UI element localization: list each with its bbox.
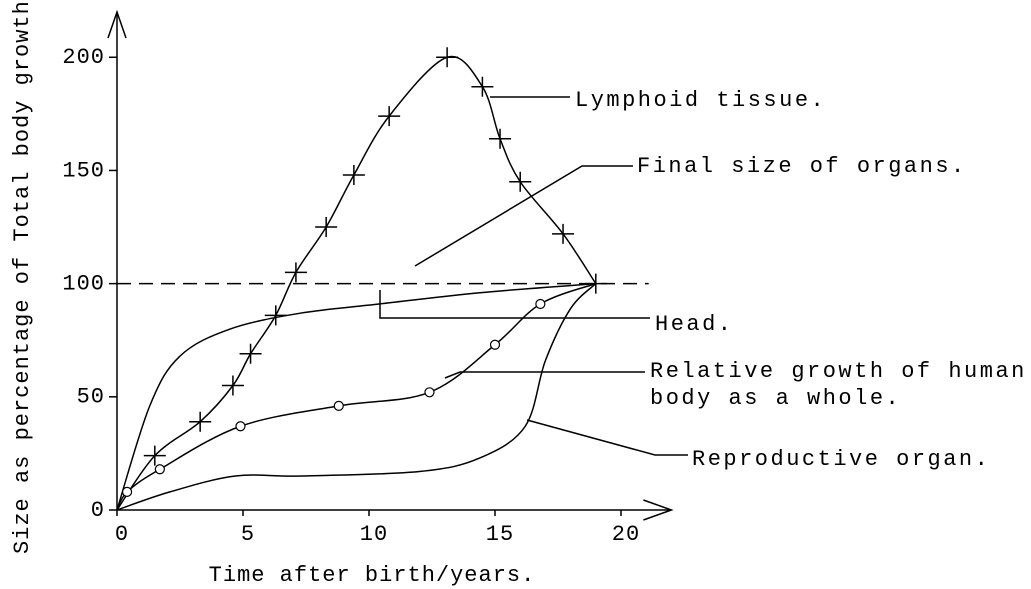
circle-marker xyxy=(424,387,435,398)
series-line xyxy=(116,282,597,511)
x-axis-arrow xyxy=(643,499,674,521)
circle-marker xyxy=(535,298,546,310)
plus-marker xyxy=(239,343,262,364)
y-tick-label: 0 xyxy=(91,498,105,523)
plus-marker xyxy=(284,262,307,283)
leader-line xyxy=(379,290,650,319)
circle-marker xyxy=(235,421,246,432)
circle-marker xyxy=(489,339,501,350)
x-tick-label: 10 xyxy=(360,522,388,547)
y-tick-label: 150 xyxy=(62,158,105,183)
series-line xyxy=(116,283,597,511)
y-tick-label: 200 xyxy=(62,45,105,70)
x-tick-label: 15 xyxy=(486,522,514,547)
y-axis-arrow xyxy=(107,9,127,39)
plus-marker xyxy=(221,375,244,396)
legend-label: Reproductive organ. xyxy=(692,447,990,472)
plus-marker xyxy=(489,128,512,149)
plus-marker xyxy=(143,445,166,466)
x-tick-label: 20 xyxy=(612,522,640,547)
plus-marker xyxy=(378,106,401,127)
y-tick-label: 100 xyxy=(62,271,105,296)
y-tick-label: 50 xyxy=(77,385,105,410)
legend-label-box: Relative growth of human body as a whole… xyxy=(650,359,1027,411)
circle-marker xyxy=(154,464,165,475)
legend-label: Head. xyxy=(655,312,734,337)
series-line xyxy=(116,55,597,511)
plus-marker xyxy=(315,217,338,238)
leader-line xyxy=(444,371,645,379)
plus-marker xyxy=(189,411,212,432)
circle-marker xyxy=(333,400,344,411)
plus-marker xyxy=(471,76,494,97)
plus-marker xyxy=(264,305,287,326)
x-tick-label: 5 xyxy=(241,522,255,547)
plus-marker xyxy=(342,164,365,185)
plus-marker xyxy=(436,47,459,68)
legend-label: Final size of organs. xyxy=(637,154,967,179)
x-axis-label: Time after birth/years. xyxy=(209,563,536,588)
y-axis-label: Size as percentage of Total body growth. xyxy=(10,0,35,554)
legend-label: Relative growth of human body as a whole… xyxy=(650,359,1027,411)
legend-label: Lymphoid tissue. xyxy=(575,88,826,113)
x-tick-label: 0 xyxy=(115,522,129,547)
plus-marker xyxy=(552,223,575,244)
circle-marker xyxy=(121,486,133,497)
series-line xyxy=(116,282,596,511)
plus-marker xyxy=(509,171,532,192)
leader-line xyxy=(414,165,633,267)
leader-line xyxy=(526,419,688,456)
